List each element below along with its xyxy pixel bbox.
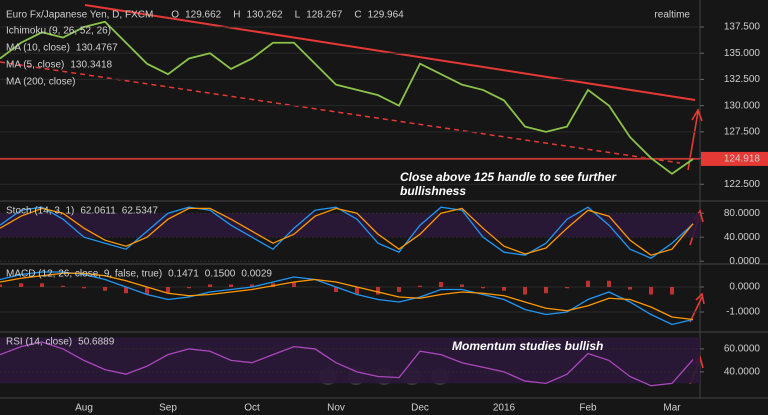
indicator-value: 0.1471: [168, 269, 199, 280]
histogram-bar: [460, 284, 464, 287]
y-tick-label: 60.0000: [724, 344, 761, 355]
indicator-title: Ichimoku (9, 26, 52, 26): [6, 26, 111, 37]
x-tick-label: Aug: [75, 403, 93, 414]
histogram-bar: [670, 287, 674, 295]
arrow: [687, 108, 703, 171]
x-tick-label: Feb: [579, 403, 597, 414]
y-tick-label: 137.500: [724, 22, 761, 33]
y-tick-label: 122.500: [724, 179, 761, 190]
ohlc-value: 128.267: [306, 10, 343, 21]
histogram-bar: [19, 283, 23, 287]
ohlc-label: O: [171, 10, 179, 21]
indicator-title: MA (5, close): [6, 60, 64, 71]
histogram-bar: [145, 287, 149, 295]
y-tick-label: 130.000: [724, 100, 761, 111]
histogram-bar: [397, 287, 401, 292]
indicator-value: 0.0029: [241, 269, 272, 280]
indicator-value: 62.5347: [122, 206, 159, 217]
series-line: [0, 20, 694, 175]
arrow: [689, 292, 705, 323]
histogram-bar: [166, 287, 170, 294]
symbol-title: Euro Fx/Japanese Yen, D, FXCM: [6, 10, 153, 21]
indicator-value: 0.1500: [205, 269, 236, 280]
histogram-bar: [229, 284, 233, 287]
indicator-value: 62.0611: [80, 206, 116, 217]
histogram-bar: [61, 285, 65, 287]
x-tick-label: 2016: [493, 403, 516, 414]
histogram-bar: [250, 284, 254, 287]
x-tick-label: Dec: [411, 403, 429, 414]
indicator-title: MA (200, close): [6, 77, 75, 88]
histogram-bar: [0, 284, 2, 287]
ohlc-value: 129.964: [368, 10, 405, 21]
x-tick-label: Mar: [663, 403, 681, 414]
y-tick-label: 127.500: [724, 126, 761, 137]
x-tick-label: Sep: [159, 403, 177, 414]
price-label-box: [701, 151, 768, 166]
series-line: [0, 341, 694, 387]
histogram-bar: [40, 283, 44, 287]
y-tick-label: 0.0000: [729, 282, 760, 293]
series-line: [0, 207, 694, 256]
series-line: [0, 271, 694, 326]
band: [0, 337, 700, 384]
histogram-bar: [481, 287, 485, 289]
y-tick-label: 132.500: [724, 74, 761, 85]
y-tick-label: -1.0000: [726, 307, 760, 318]
histogram-bar: [292, 282, 296, 287]
series-line: [0, 272, 694, 321]
ohlc-label: C: [354, 10, 361, 21]
ohlc-label: L: [295, 10, 301, 21]
x-tick-label: Oct: [244, 403, 260, 414]
band: [0, 213, 700, 238]
histogram-bar: [523, 287, 527, 295]
histogram-bar: [649, 287, 653, 295]
histogram-bar: [439, 282, 443, 287]
indicator-title: MA (10, close): [6, 43, 70, 54]
x-tick-label: Nov: [327, 403, 345, 414]
trendline: [84, 4, 696, 101]
series-line: [0, 206, 694, 259]
indicator-value: 130.4767: [76, 43, 118, 54]
status: realtime: [654, 10, 690, 21]
histogram-bar: [502, 287, 506, 291]
price-label: 124.918: [724, 154, 761, 165]
ohlc-value: 130.262: [246, 10, 283, 21]
y-tick-label: 40.0000: [724, 232, 761, 243]
histogram-bar: [187, 287, 191, 289]
histogram-bar: [418, 285, 422, 287]
annotation: Momentum studies bullish: [452, 339, 603, 353]
histogram-bar: [565, 287, 569, 289]
y-tick-label: 80.0000: [724, 208, 761, 219]
histogram-bar: [607, 280, 611, 287]
indicator-value: 50.6889: [78, 337, 115, 348]
histogram-bar: [208, 284, 212, 287]
histogram-bar: [586, 280, 590, 287]
histogram-bar: [544, 287, 548, 294]
indicator-title: MACD (12, 26, close, 9, false, true): [6, 269, 162, 280]
y-tick-label: 135.000: [724, 48, 761, 59]
histogram-bar: [103, 287, 107, 291]
indicator-title: RSI (14, close): [6, 337, 72, 348]
histogram-bar: [355, 287, 359, 295]
y-tick-label: 40.0000: [724, 367, 761, 378]
histogram-bar: [628, 287, 632, 290]
ohlc-label: H: [233, 10, 240, 21]
indicator-value: 130.3418: [70, 60, 112, 71]
histogram-bar: [82, 287, 86, 289]
y-tick-label: 0.0000: [729, 256, 760, 267]
histogram-bar: [376, 287, 380, 295]
indicator-title: Stoch (14, 3, 1): [6, 206, 74, 217]
histogram-bar: [124, 287, 128, 294]
histogram-bar: [334, 287, 338, 292]
trendline: [0, 61, 681, 164]
ohlc-value: 129.662: [185, 10, 222, 21]
annotation: Close above 125 handle to see further bul…: [400, 170, 617, 198]
